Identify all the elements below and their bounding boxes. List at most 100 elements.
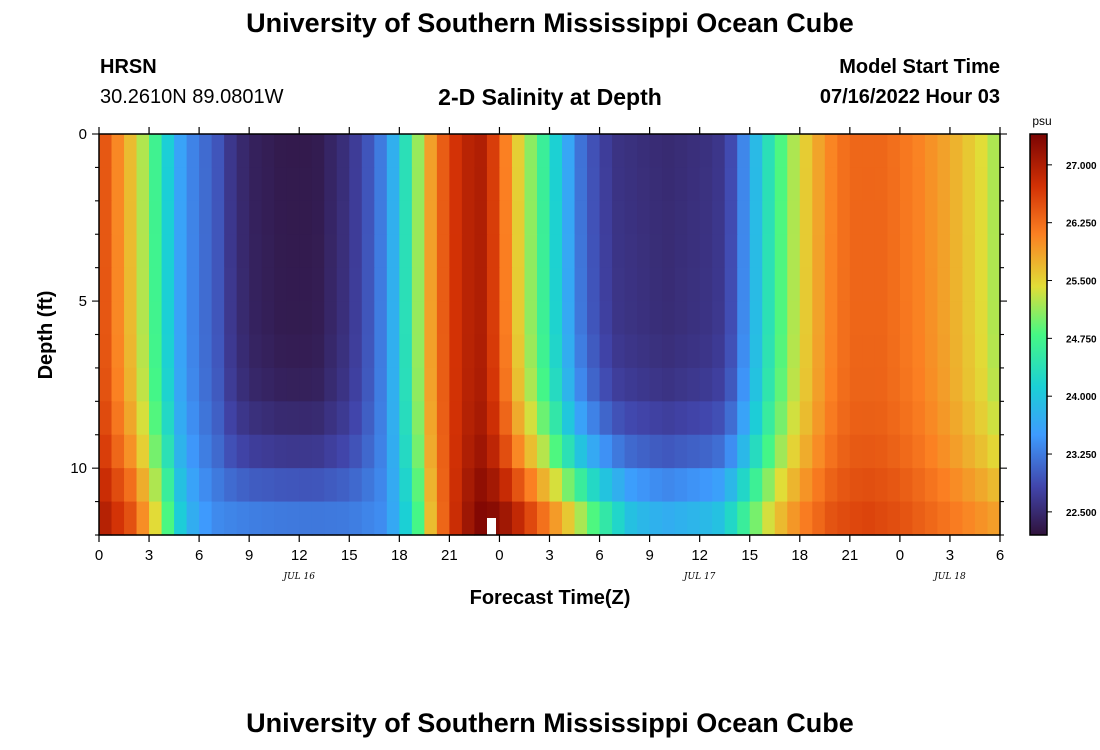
heatmap-cell: [637, 267, 651, 302]
x-tick-label: 18: [391, 547, 408, 564]
heatmap-cell: [812, 401, 826, 436]
heatmap-cell: [974, 200, 989, 235]
heatmap-cell: [436, 234, 450, 269]
heatmap-cell: [149, 267, 163, 302]
heatmap-cell: [436, 267, 450, 302]
heatmap-cell: [374, 401, 388, 436]
heatmap-cell: [787, 434, 801, 469]
heatmap-cell: [324, 434, 338, 469]
heatmap-cell: [449, 234, 463, 269]
heatmap-cell: [887, 334, 901, 369]
heatmap-cell: [299, 401, 313, 436]
heatmap-cell: [186, 234, 200, 269]
heatmap-cell: [199, 401, 213, 436]
heatmap-cell: [662, 401, 676, 436]
heatmap-cell: [374, 267, 388, 302]
heatmap-cell: [599, 501, 613, 536]
heatmap-cell: [274, 200, 288, 235]
heatmap-cell: [199, 200, 213, 235]
heatmap-cell: [849, 434, 863, 469]
heatmap-cell: [549, 501, 563, 536]
x-date-label: JUL 17: [682, 572, 716, 582]
heatmap-cell: [887, 267, 901, 302]
heatmap-cell: [361, 334, 375, 369]
heatmap-cell: [536, 501, 551, 536]
x-tick-label: 12: [691, 547, 708, 564]
heatmap-cell: [336, 434, 350, 469]
heatmap-cell: [274, 367, 288, 402]
colorbar-tick-label: 24.750: [1066, 334, 1097, 345]
heatmap-cell: [912, 234, 926, 269]
heatmap-cell: [274, 468, 288, 503]
heatmap-cell: [574, 167, 588, 202]
heatmap-cell: [311, 200, 325, 235]
heatmap-cell: [286, 434, 300, 469]
heatmap-cell: [899, 434, 913, 469]
heatmap-cell: [562, 134, 576, 169]
heatmap-cell: [149, 134, 163, 169]
heatmap-cell: [874, 200, 888, 235]
heatmap-cell: [899, 167, 913, 202]
heatmap-cell: [249, 267, 263, 302]
heatmap-cell: [436, 434, 450, 469]
heatmap-cell: [99, 401, 113, 436]
heatmap-cell: [774, 401, 788, 436]
heatmap-cell: [724, 200, 738, 235]
heatmap-cell: [261, 468, 275, 503]
heatmap-cell: [411, 134, 425, 169]
heatmap-cell: [587, 234, 601, 269]
heatmap-cell: [511, 434, 526, 469]
heatmap-cell: [924, 267, 939, 302]
heatmap-cell: [311, 367, 325, 402]
x-tick-label: 21: [441, 547, 458, 564]
heatmap-cell: [99, 434, 113, 469]
heatmap-cell: [299, 367, 313, 402]
heatmap-cell: [562, 167, 576, 202]
heatmap-cell: [349, 234, 363, 269]
colorbar-tick-label: 23.250: [1066, 450, 1097, 461]
heatmap-cell: [924, 200, 939, 235]
heatmap-cell: [949, 434, 964, 469]
heatmap-cell: [224, 234, 238, 269]
heatmap-cell: [837, 434, 851, 469]
heatmap-cell: [524, 167, 538, 202]
heatmap-cell: [311, 334, 325, 369]
heatmap-cell: [211, 401, 225, 436]
heatmap-cell: [336, 468, 350, 503]
heatmap-cell: [436, 401, 450, 436]
heatmap-cell: [837, 334, 851, 369]
heatmap-cell: [549, 367, 563, 402]
heatmap-cell: [461, 434, 476, 469]
heatmap-cell: [587, 334, 601, 369]
axes: 0 3 6 9 12 15 18 21 0 3 6 9 12 15 18 21 0 3 6 JUL 16 JUL 17 J…: [70, 126, 1007, 582]
heatmap-cell: [111, 234, 125, 269]
heatmap-cell: [774, 234, 788, 269]
heatmap-cell: [374, 468, 388, 503]
heatmap-cell: [612, 401, 626, 436]
heatmap-cell: [724, 367, 738, 402]
heatmap-cell: [224, 468, 238, 503]
heatmap-cell: [336, 234, 350, 269]
heatmap-cell: [424, 234, 438, 269]
heatmap-cell: [549, 200, 563, 235]
colorbar-unit: psu: [1032, 114, 1051, 128]
heatmap-cell: [336, 167, 350, 202]
heatmap-cell: [511, 234, 526, 269]
heatmap-cell: [599, 301, 613, 336]
heatmap-cell: [549, 267, 563, 302]
heatmap-cell: [887, 234, 901, 269]
heatmap-cell: [449, 134, 463, 169]
heatmap-cell: [136, 401, 150, 436]
heatmap-cell: [324, 334, 338, 369]
heatmap-cell: [587, 267, 601, 302]
heatmap-cell: [524, 501, 538, 536]
heatmap-cell: [712, 367, 726, 402]
heatmap-cell: [637, 367, 651, 402]
heatmap-cell: [349, 267, 363, 302]
heatmap-cell: [499, 200, 513, 235]
heatmap-cell: [436, 501, 450, 536]
heatmap-cell: [249, 334, 263, 369]
heatmap-cell: [449, 334, 463, 369]
heatmap-cell: [499, 334, 513, 369]
model-start-value: 07/16/2022 Hour 03: [819, 86, 1000, 108]
